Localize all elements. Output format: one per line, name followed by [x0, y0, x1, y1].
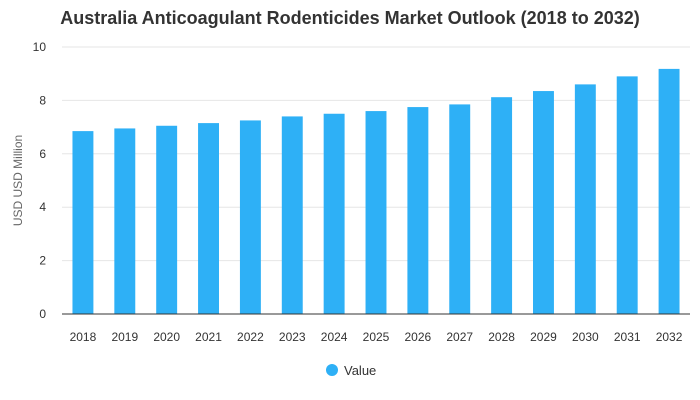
chart-title: Australia Anticoagulant Rodenticides Mar… — [60, 8, 640, 28]
bar-2031 — [616, 76, 638, 315]
x-tick-label: 2026 — [405, 330, 432, 344]
y-axis-title: USD USD Million — [11, 135, 25, 226]
bar-2022 — [239, 120, 261, 314]
x-tick-label: 2024 — [321, 330, 348, 344]
x-tick-label: 2027 — [446, 330, 473, 344]
legend: Value — [326, 363, 376, 378]
bar-2027 — [449, 104, 471, 314]
bar-2028 — [491, 97, 513, 314]
bar-2020 — [156, 125, 178, 314]
y-tick-label: 4 — [39, 200, 46, 214]
bar-2019 — [114, 128, 136, 314]
bar-2018 — [72, 131, 94, 314]
bar-2021 — [198, 123, 219, 314]
x-tick-label: 2021 — [195, 330, 222, 344]
y-tick-label: 2 — [39, 254, 46, 268]
x-tick-label: 2031 — [614, 330, 641, 344]
bar-2029 — [533, 91, 554, 315]
x-tick-label: 2032 — [656, 330, 683, 344]
x-tick-label: 2028 — [488, 330, 515, 344]
bar-2030 — [574, 84, 596, 314]
x-tick-label: 2020 — [153, 330, 180, 344]
x-tick-label: 2029 — [530, 330, 557, 344]
x-tick-label: 2030 — [572, 330, 599, 344]
bar-2032 — [658, 68, 680, 314]
bar-2023 — [281, 116, 303, 314]
bar-2025 — [365, 111, 387, 314]
x-tick-label: 2025 — [363, 330, 390, 344]
y-tick-label: 6 — [39, 147, 46, 161]
axes: 0 2 4 6 8 10 2018 2019 2020 2021 2022 2023 2024 2025 2… — [33, 40, 690, 344]
legend-swatch-value — [326, 364, 338, 376]
x-tick-label: 2022 — [237, 330, 264, 344]
x-tick-label: 2018 — [70, 330, 97, 344]
bar-2024 — [323, 113, 345, 314]
bar-2026 — [407, 107, 429, 314]
legend-label-value: Value — [344, 363, 376, 378]
bars — [72, 68, 680, 315]
y-tick-label: 0 — [39, 307, 46, 321]
y-tick-label: 8 — [39, 93, 46, 107]
y-tick-label: 10 — [33, 40, 47, 54]
x-tick-label: 2023 — [279, 330, 306, 344]
x-tick-label: 2019 — [111, 330, 138, 344]
